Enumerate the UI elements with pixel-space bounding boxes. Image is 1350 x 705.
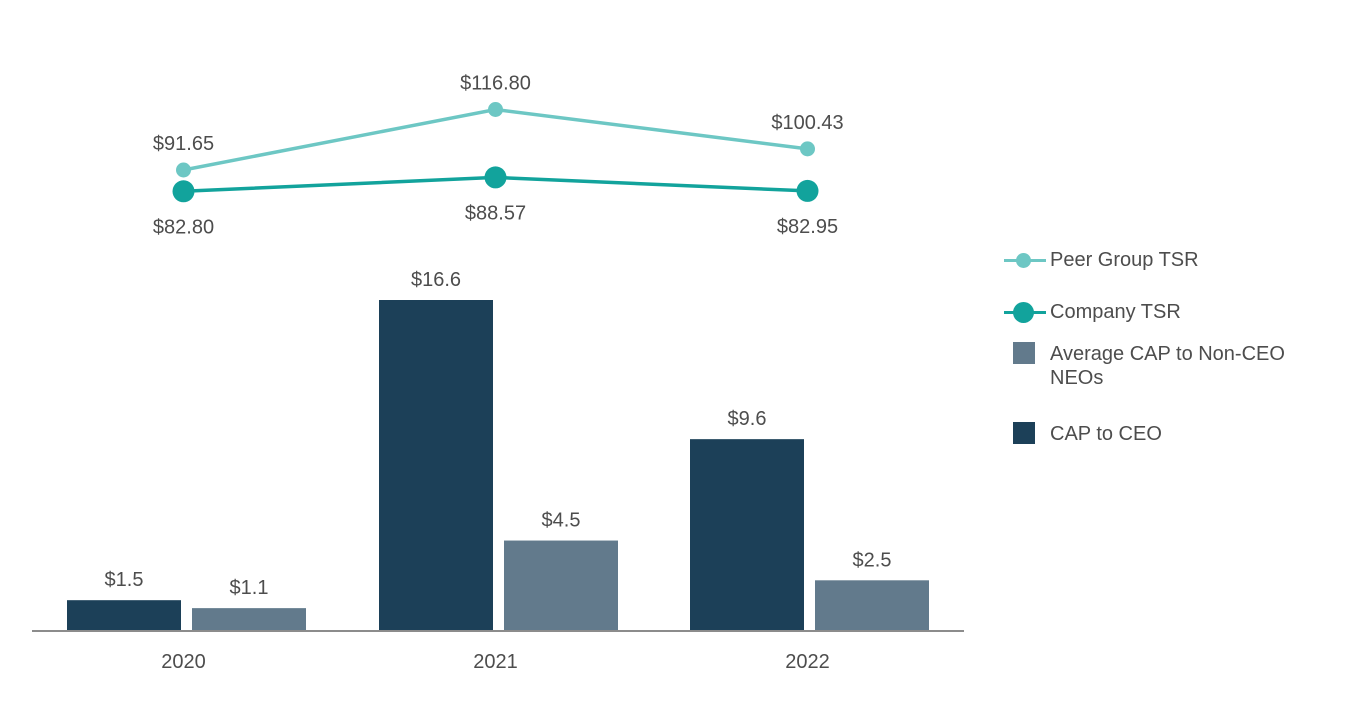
x-tick-label: 2020 bbox=[161, 651, 206, 673]
line-value-label: $82.95 bbox=[777, 216, 838, 238]
legend-label: Company TSR bbox=[1050, 301, 1181, 323]
line-value-label: $88.57 bbox=[465, 202, 526, 224]
bars-layer: $1.5 $16.6 $9.6 $1.1 $4.5 $2.5 bbox=[67, 269, 929, 630]
bar-average-cap-to-non-ceo-neos-2020 bbox=[192, 608, 306, 630]
legend-item-peer-group-tsr: Peer Group TSR bbox=[1002, 248, 1332, 300]
cap-to-ceo-swatch-icon bbox=[1002, 422, 1050, 446]
point-peer-group-tsr-2020 bbox=[176, 162, 191, 178]
line-value-label: $91.65 bbox=[153, 133, 214, 155]
point-peer-group-tsr-2021 bbox=[488, 102, 503, 117]
legend-label: Average CAP to Non-CEO NEOs bbox=[1050, 343, 1285, 389]
bar-value-label: $1.5 bbox=[105, 569, 144, 591]
point-company-tsr-2021 bbox=[484, 166, 507, 189]
bar-value-label: $2.5 bbox=[853, 549, 892, 571]
bar-average-cap-to-non-ceo-neos-2022 bbox=[815, 580, 929, 630]
x-tick-label: 2021 bbox=[473, 651, 518, 673]
lines-layer: $91.65 $116.80 $100.43 $82.80 $88.57 $82.95 bbox=[153, 73, 844, 239]
line-peer-group-tsr bbox=[183, 107, 808, 172]
line-value-label: $82.80 bbox=[153, 216, 214, 238]
peer-group-tsr-swatch-icon bbox=[1002, 248, 1050, 272]
legend-item-company-tsr: Company TSR bbox=[1002, 300, 1332, 342]
legend-label: Peer Group TSR bbox=[1050, 249, 1199, 271]
bar-value-label: $9.6 bbox=[728, 408, 767, 430]
legend-label: CAP to CEO bbox=[1050, 423, 1162, 445]
legend: Peer Group TSR Company TSR Average CAP t… bbox=[1002, 248, 1332, 446]
bar-value-label: $16.6 bbox=[411, 269, 461, 291]
line-value-label: $100.43 bbox=[771, 112, 843, 134]
legend-item-average-cap-non-ceo: Average CAP to Non-CEO NEOs bbox=[1002, 342, 1332, 422]
bar-average-cap-to-non-ceo-neos-2021 bbox=[504, 540, 618, 630]
x-tick-labels: 2020 2021 2022 bbox=[161, 651, 830, 673]
point-company-tsr-2020 bbox=[172, 180, 195, 203]
legend-item-cap-to-ceo: CAP to CEO bbox=[1002, 422, 1332, 446]
point-peer-group-tsr-2022 bbox=[800, 141, 815, 157]
bar-cap-to-ceo-2020 bbox=[67, 600, 181, 630]
point-company-tsr-2022 bbox=[796, 179, 819, 202]
average-cap-swatch-icon bbox=[1002, 342, 1050, 366]
line-value-label: $116.80 bbox=[460, 73, 531, 95]
bar-cap-to-ceo-2021 bbox=[379, 300, 493, 630]
company-tsr-swatch-icon bbox=[1002, 300, 1050, 324]
x-tick-label: 2022 bbox=[785, 651, 830, 673]
bar-value-label: $4.5 bbox=[542, 510, 581, 532]
bar-value-label: $1.1 bbox=[230, 577, 269, 599]
bar-cap-to-ceo-2022 bbox=[690, 439, 804, 630]
